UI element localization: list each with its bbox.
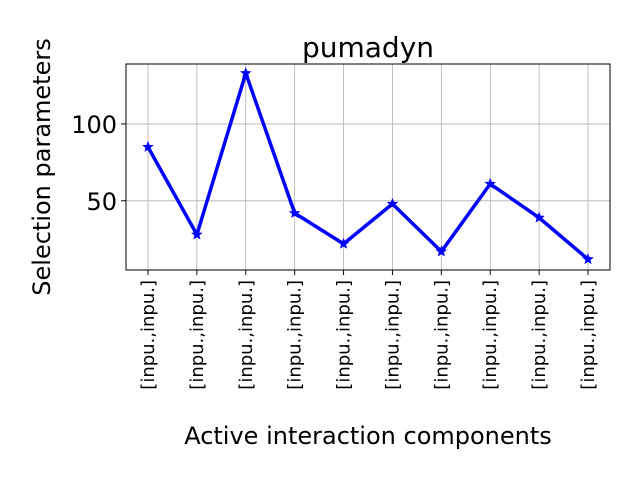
x-tick-label: [inpu.,inpu.] xyxy=(431,280,452,390)
data-markers xyxy=(142,67,594,265)
series-line xyxy=(146,71,590,261)
x-tick-label: [inpu.,inpu.] xyxy=(480,280,501,390)
data-point-star xyxy=(386,197,399,209)
x-axis-label: Active interaction components xyxy=(184,422,552,450)
data-point-star xyxy=(435,245,448,257)
plot-frame xyxy=(125,63,611,271)
x-tick-label: [inpu.,inpu.] xyxy=(187,280,208,390)
data-point-star xyxy=(533,211,545,223)
data-point-star xyxy=(239,67,252,79)
data-point-star xyxy=(484,177,497,189)
x-tick-label: [inpu.,inpu.] xyxy=(285,280,306,390)
x-axis-ticks: [inpu.,inpu.] [inpu.,inpu.] [inpu.,inpu.] [… xyxy=(138,270,599,390)
data-point-star xyxy=(582,253,594,265)
y-tick-label: 100 xyxy=(71,111,117,139)
grid xyxy=(126,64,610,270)
x-tick-label: [inpu.,inpu.] xyxy=(236,280,257,390)
y-tick-label: 50 xyxy=(86,188,117,216)
chart-title: pumadyn xyxy=(302,31,434,64)
x-tick-label: [inpu.,inpu.] xyxy=(382,280,403,390)
data-point-star xyxy=(142,140,154,152)
data-point-star xyxy=(288,207,301,219)
x-tick-label: [inpu.,inpu.] xyxy=(138,280,159,390)
x-tick-label: [inpu.,inpu.] xyxy=(578,280,599,390)
data-point-star xyxy=(337,237,350,249)
x-tick-label: [inpu.,inpu.] xyxy=(334,280,355,390)
series-polyline xyxy=(146,71,590,261)
x-tick-label: [inpu.,inpu.] xyxy=(529,280,550,390)
y-axis-label: Selection parameters xyxy=(28,38,56,295)
y-axis-ticks: 50 100 xyxy=(71,111,126,216)
data-point-star xyxy=(191,228,203,240)
